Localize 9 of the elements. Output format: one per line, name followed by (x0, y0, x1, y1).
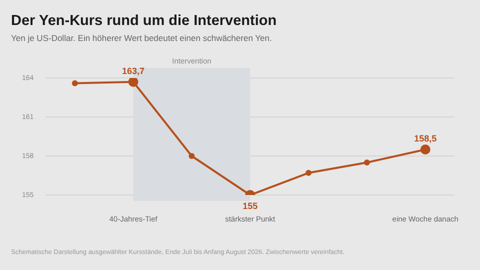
data-label: 155 (242, 200, 258, 211)
chart-subtitle: Yen je US-Dollar. Ein höherer Wert bedeutet einen schwächeren Yen. (11, 33, 272, 43)
point (188, 153, 195, 159)
data-label: 158,5 (414, 133, 437, 144)
point (306, 170, 312, 176)
point (72, 80, 78, 86)
data-label: 163,7 (122, 66, 145, 76)
point (364, 160, 370, 166)
chart-title: Der Yen-Kurs rund um die Intervention (11, 13, 277, 29)
